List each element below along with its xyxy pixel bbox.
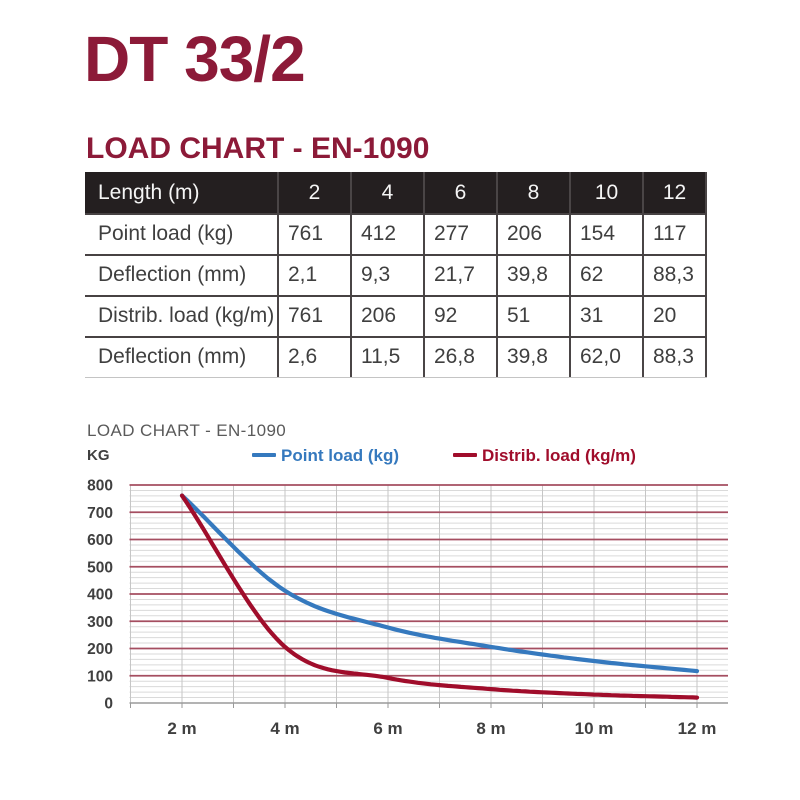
table-value-cell: 2,6 bbox=[277, 338, 350, 377]
legend-label-distrib-load: Distrib. load (kg/m) bbox=[482, 446, 636, 465]
y-tick-label: 700 bbox=[87, 505, 113, 522]
load-chart-svg: 0 100 200 300 400 500 600 700 800 2 m 4 m 6 m 8 m 10 … bbox=[87, 478, 728, 738]
table-header-cell: 2 bbox=[277, 172, 350, 213]
table-value-cell: 761 bbox=[277, 297, 350, 336]
table-value-cell: 21,7 bbox=[423, 256, 496, 295]
y-tick-label: 600 bbox=[87, 532, 113, 549]
x-tick-label: 2 m bbox=[167, 719, 196, 738]
table-header-cell: 4 bbox=[350, 172, 423, 213]
table-value-cell: 62 bbox=[569, 256, 642, 295]
table-value-cell: 9,3 bbox=[350, 256, 423, 295]
y-tick-label: 200 bbox=[87, 641, 113, 658]
table-row-label: Distrib. load (kg/m) bbox=[98, 304, 275, 327]
load-table: Length (m) 2 4 6 8 10 12 Point load (kg) 761 41… bbox=[85, 172, 707, 378]
table-value-cell: 62,0 bbox=[569, 338, 642, 377]
x-tick-label: 8 m bbox=[476, 719, 505, 738]
x-tick-label: 12 m bbox=[678, 719, 717, 738]
table-value-cell: 154 bbox=[569, 215, 642, 254]
x-tick-label: 4 m bbox=[270, 719, 299, 738]
table-value-cell: 206 bbox=[350, 297, 423, 336]
table-value-cell: 2,1 bbox=[277, 256, 350, 295]
table-header-label: Length (m) bbox=[98, 181, 200, 204]
table-row: Point load (kg) 761 412 277 206 154 117 bbox=[85, 213, 707, 254]
legend-label-point-load: Point load (kg) bbox=[281, 446, 400, 465]
table-header-row: Length (m) 2 4 6 8 10 12 bbox=[85, 172, 707, 213]
table-value-cell: 92 bbox=[423, 297, 496, 336]
table-value-cell: 11,5 bbox=[350, 338, 423, 377]
y-tick-label: 400 bbox=[87, 587, 113, 604]
y-tick-label: 500 bbox=[87, 559, 113, 576]
table-header-cell: 8 bbox=[496, 172, 569, 213]
point-load-curve bbox=[179, 493, 700, 674]
table-row-label: Deflection (mm) bbox=[98, 263, 247, 286]
y-tick-label: 300 bbox=[87, 614, 113, 631]
x-tick-label: 6 m bbox=[373, 719, 402, 738]
table-row-label: Deflection (mm) bbox=[98, 345, 247, 368]
table-value-cell: 117 bbox=[642, 215, 707, 254]
table-value-cell: 412 bbox=[350, 215, 423, 254]
x-tick-label: 10 m bbox=[575, 719, 614, 738]
point-load-legend-dash-icon bbox=[252, 453, 276, 458]
table-value-cell: 88,3 bbox=[642, 256, 707, 295]
legend-item-point-load: Point load (kg) bbox=[252, 446, 399, 466]
table-header-cell: 12 bbox=[642, 172, 707, 213]
chart-y-axis-title: KG bbox=[87, 447, 110, 464]
table-value-cell: 26,8 bbox=[423, 338, 496, 377]
table-value-cell: 88,3 bbox=[642, 338, 707, 377]
table-value-cell: 206 bbox=[496, 215, 569, 254]
table-value-cell: 20 bbox=[642, 297, 707, 336]
table-row: Deflection (mm) 2,1 9,3 21,7 39,8 62 88,3 bbox=[85, 254, 707, 295]
table-value-cell: 39,8 bbox=[496, 256, 569, 295]
y-tick-label: 800 bbox=[87, 478, 113, 495]
legend-item-distrib-load: Distrib. load (kg/m) bbox=[453, 446, 636, 466]
chart-title: LOAD CHART - EN-1090 bbox=[87, 421, 287, 440]
table-header-cell: 10 bbox=[569, 172, 642, 213]
y-tick-label: 0 bbox=[104, 696, 113, 713]
table-value-cell: 761 bbox=[277, 215, 350, 254]
table-value-cell: 31 bbox=[569, 297, 642, 336]
table-row: Deflection (mm) 2,6 11,5 26,8 39,8 62,0 88,3 bbox=[85, 336, 707, 377]
page-title: DT 33/2 bbox=[84, 23, 306, 95]
distrib-load-legend-dash-icon bbox=[453, 453, 477, 458]
table-header-cell: 6 bbox=[423, 172, 496, 213]
table-value-cell: 51 bbox=[496, 297, 569, 336]
section-heading: LOAD CHART - EN-1090 bbox=[86, 132, 430, 165]
y-tick-label: 100 bbox=[87, 668, 113, 685]
table-value-cell: 277 bbox=[423, 215, 496, 254]
table-value-cell: 39,8 bbox=[496, 338, 569, 377]
distrib-load-curve bbox=[179, 493, 700, 700]
table-row-label: Point load (kg) bbox=[98, 222, 234, 245]
table-row: Distrib. load (kg/m) 761 206 92 51 31 20 bbox=[85, 295, 707, 336]
